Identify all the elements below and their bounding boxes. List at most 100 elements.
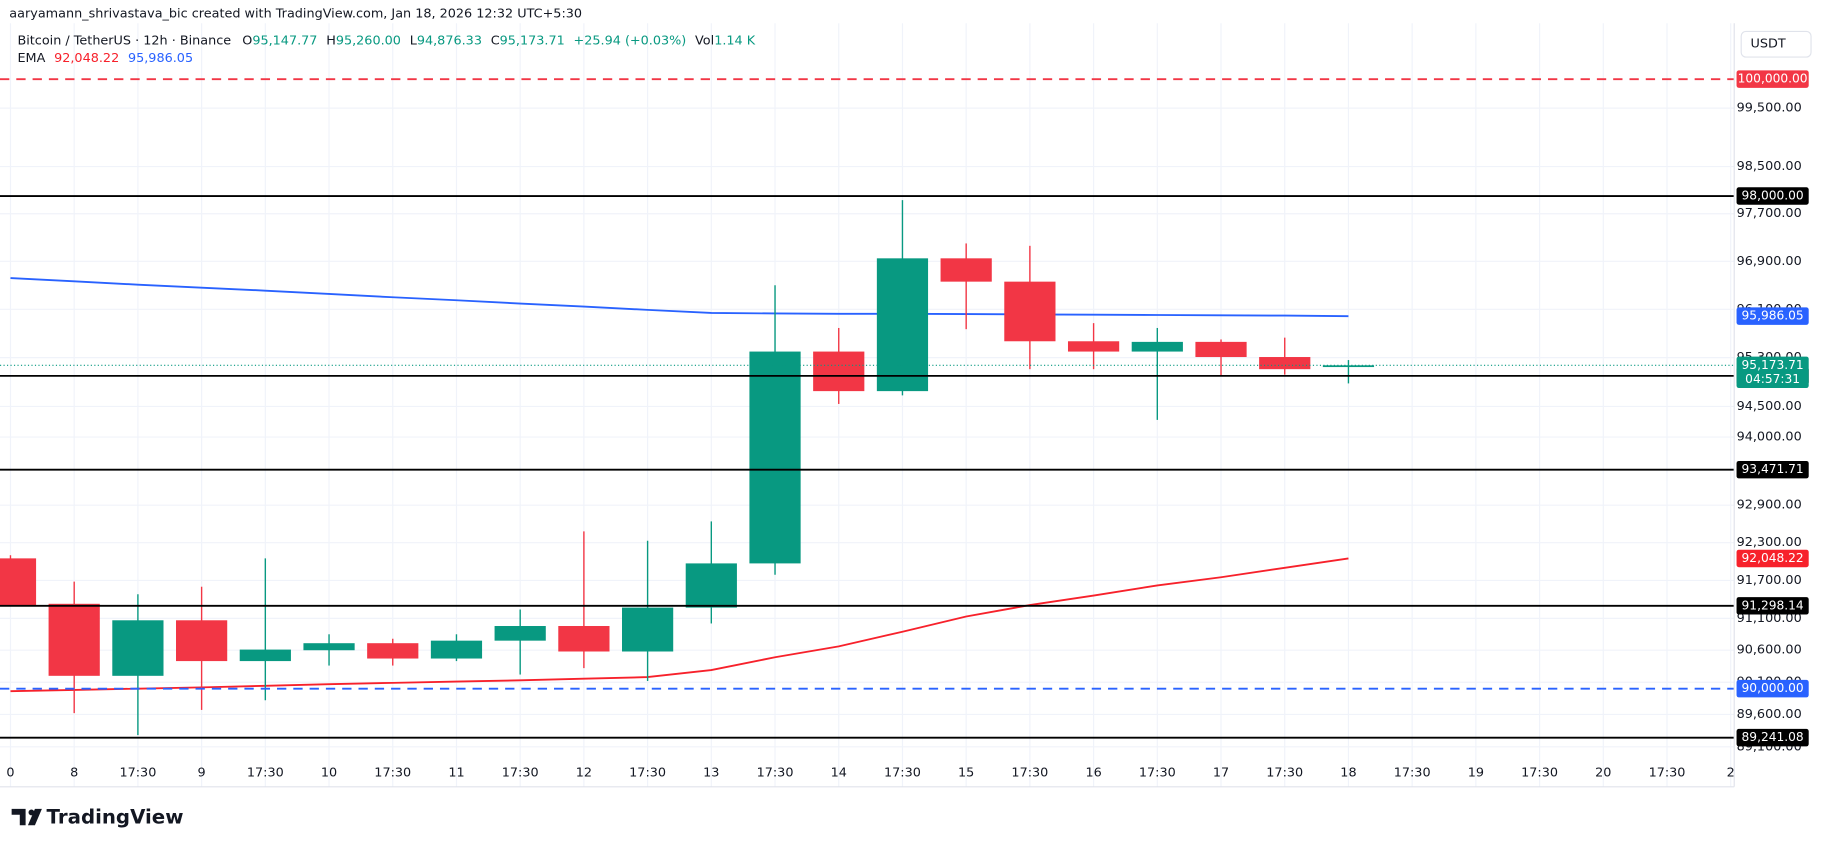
y-tick-label: 94,500.00 (1737, 399, 1802, 414)
x-tick-label: 17:30 (1521, 765, 1558, 780)
countdown: 04:57:31 (1745, 372, 1800, 386)
x-tick-label: 17:30 (884, 765, 921, 780)
candle (1067, 323, 1120, 370)
ohlc-key: C (491, 33, 500, 48)
x-tick-label: 17:30 (1394, 765, 1431, 780)
candle (813, 327, 865, 404)
x-tick-label: 17:30 (629, 765, 666, 780)
x-tick-label: 11 (448, 765, 464, 780)
x-tick-label: 17:30 (119, 765, 156, 780)
ema-line (10, 277, 1349, 318)
candle (239, 558, 291, 701)
level-label: 89,241.08 (1742, 730, 1804, 744)
x-tick-label: 15 (958, 765, 974, 780)
level-label: 93,471.71 (1742, 462, 1804, 476)
currency-label[interactable]: USDT (1751, 37, 1786, 52)
attribution: aaryamann_shrivastava_bic created with T… (9, 6, 582, 21)
x-tick-label: 17:30 (1011, 765, 1048, 780)
candle (367, 638, 419, 666)
ema-badge: 95,986.05 (1742, 309, 1804, 323)
brand-name: TradingView (47, 806, 184, 829)
candle (430, 634, 483, 662)
volume-key: Vol (695, 33, 714, 48)
candle-body (1067, 341, 1120, 352)
y-tick-label: 96,900.00 (1737, 254, 1802, 269)
ohlc-value: 95,260.00 (336, 33, 401, 48)
candle (940, 243, 992, 330)
x-tick-label: 18 (1340, 765, 1356, 780)
candle (303, 634, 355, 666)
x-tick-label: 19 (1468, 765, 1484, 780)
ema-legend: EMA 92,048.22 95,986.05 (17, 51, 193, 66)
candle-body (621, 607, 674, 652)
level-label-bg (1736, 597, 1809, 615)
level-label: 100,000.00 (1738, 72, 1808, 86)
candle (494, 609, 546, 675)
candle-body (0, 558, 37, 606)
x-tick-label: 10 (321, 765, 337, 780)
x-tick-label: 17:30 (374, 765, 411, 780)
candle-body (1195, 341, 1247, 358)
plot (0, 78, 1735, 739)
x-tick-label: 13 (703, 765, 719, 780)
candle-body (303, 643, 355, 651)
ohlc-key: O (242, 33, 252, 48)
ohlc-value: 94,876.33 (417, 33, 482, 48)
ema-badge-bg (1736, 307, 1809, 325)
candle-body (813, 351, 865, 392)
ema-value: 95,986.05 (128, 51, 193, 66)
candle (685, 521, 737, 624)
ema-badge: 92,048.22 (1742, 551, 1804, 565)
candle (621, 540, 674, 681)
level-label: 91,298.14 (1742, 598, 1804, 612)
symbol-legend: Bitcoin / TetherUS · 12h · Binance O95,1… (17, 33, 755, 48)
candle-body (1322, 365, 1375, 368)
y-tick-label: 98,500.00 (1737, 159, 1802, 174)
x-tick-label: 0 (6, 765, 14, 780)
symbol: Bitcoin / TetherUS · 12h · Binance (17, 33, 231, 48)
y-tick-label: 91,700.00 (1737, 573, 1802, 588)
candle (176, 586, 228, 710)
candle-body (940, 258, 992, 282)
y-tick-label: 92,300.00 (1737, 535, 1802, 550)
x-tick-label: 20 (1595, 765, 1611, 780)
candle-body (558, 626, 610, 652)
brand-logo: TradingView (11, 806, 184, 829)
y-tick-label: 99,500.00 (1737, 101, 1802, 116)
candle (112, 594, 164, 736)
y-tick-label: 91,100.00 (1737, 611, 1802, 626)
level-label-bg (1736, 728, 1809, 747)
level-label: 90,000.00 (1742, 681, 1804, 695)
ohlc-value: 95,147.77 (252, 33, 317, 48)
ema-key: EMA (17, 51, 45, 66)
volume: 1.14 K (714, 33, 756, 48)
candle-body (112, 620, 164, 676)
candle-body (367, 643, 419, 659)
currency-button[interactable] (1740, 30, 1812, 58)
x-tick-label: 12 (576, 765, 592, 780)
ema-line (10, 557, 1349, 693)
candle-body (48, 603, 100, 676)
candle (749, 285, 801, 575)
level-label-bg (1736, 70, 1809, 88)
logo-dot (28, 809, 35, 816)
ohlc-key: H (326, 33, 336, 48)
candle-body (685, 563, 737, 608)
candle (48, 581, 100, 714)
ema-value: 92,048.22 (54, 51, 119, 66)
candle (1322, 360, 1375, 384)
level-label-bg (1736, 460, 1809, 479)
candle (1195, 339, 1247, 376)
y-tick-label: 89,600.00 (1737, 707, 1802, 722)
candle (0, 555, 37, 606)
x-tick-label: 9 (198, 765, 206, 780)
x-tick-label: 17:30 (757, 765, 794, 780)
candle (876, 200, 929, 396)
x-tick-label: 14 (831, 765, 847, 780)
y-tick-label: 97,700.00 (1737, 206, 1802, 221)
candle (1259, 337, 1311, 375)
candle-body (430, 640, 483, 659)
